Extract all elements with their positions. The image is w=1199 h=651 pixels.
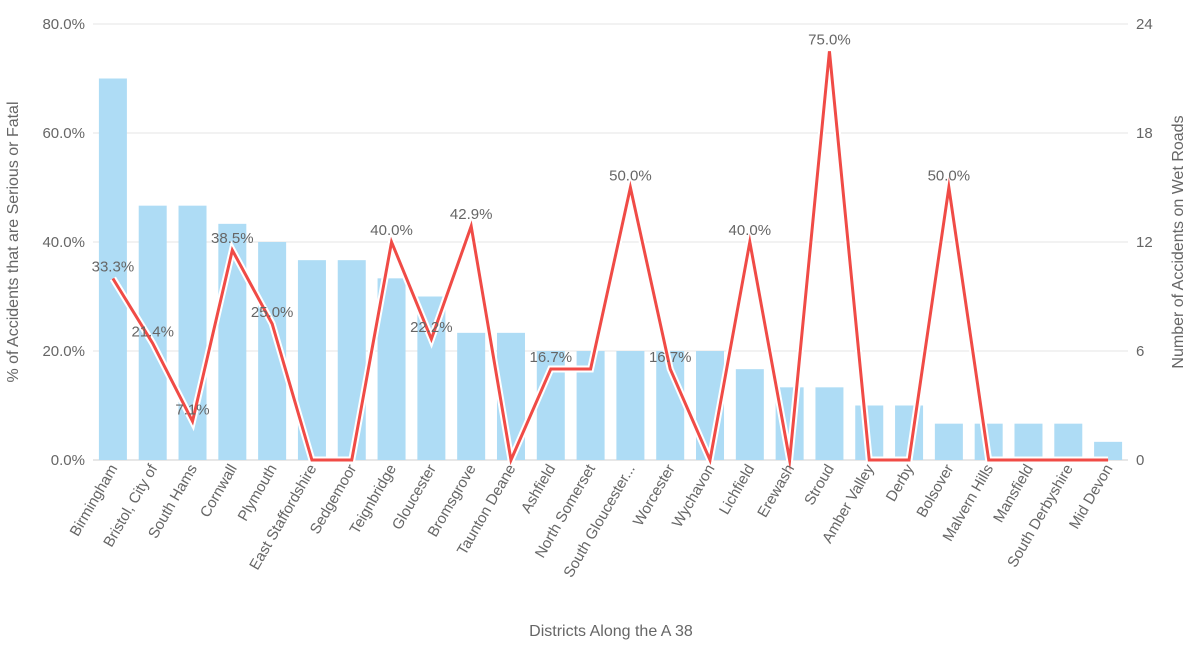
x-tick-label: Erewash — [754, 462, 798, 521]
y2-axis-title: Number of Accidents on Wet Roads — [1170, 115, 1187, 368]
x-axis-title: Districts Along the A 38 — [529, 623, 693, 640]
bar — [616, 351, 645, 460]
y-tick-label: 80.0% — [42, 16, 85, 33]
right-axis-ticks: 0 6 12 18 24 — [1136, 16, 1153, 469]
x-tick-label: South Gloucester... — [560, 462, 639, 581]
y2-tick-label: 24 — [1136, 16, 1153, 33]
data-label: 25.0% — [251, 304, 294, 321]
bar — [98, 78, 127, 460]
data-label: 38.5% — [211, 230, 254, 247]
data-label: 7.1% — [175, 401, 209, 418]
bar — [934, 423, 963, 460]
y-tick-label: 40.0% — [42, 234, 85, 251]
data-label: 16.7% — [530, 349, 573, 366]
bar — [735, 369, 764, 460]
left-axis-ticks: 0.0% 20.0% 40.0% 60.0% 80.0% — [42, 16, 85, 469]
x-tick-label: Bolsover — [913, 461, 957, 520]
y-tick-label: 60.0% — [42, 125, 85, 142]
x-tick-label: Cornwall — [197, 462, 241, 521]
data-label: 42.9% — [450, 206, 493, 223]
data-label: 16.7% — [649, 349, 692, 366]
x-tick-label: Stroud — [801, 462, 838, 509]
data-label: 75.0% — [808, 31, 851, 48]
data-label: 21.4% — [131, 323, 174, 340]
y2-tick-label: 18 — [1136, 125, 1153, 142]
y2-tick-label: 6 — [1136, 343, 1144, 360]
y-tick-label: 0.0% — [51, 452, 85, 469]
x-tick-label: Lichfield — [716, 462, 758, 518]
bar — [1014, 423, 1043, 460]
x-tick-label: Ashfield — [518, 462, 559, 517]
x-tick-label: Plymouth — [235, 462, 281, 525]
y-tick-label: 20.0% — [42, 343, 85, 360]
x-tick-label: Derby — [883, 461, 918, 505]
bar — [1094, 441, 1123, 460]
y-axis-title: % of Accidents that are Serious or Fatal — [5, 101, 22, 382]
bar — [457, 332, 486, 460]
data-label: 40.0% — [370, 222, 413, 239]
data-labels: 33.3% 21.4% 7.1% 38.5% 25.0% 40.0% 22.2% 42.9% 1… — [92, 31, 971, 418]
data-label: 50.0% — [609, 168, 652, 185]
bar — [337, 260, 366, 460]
line-path — [111, 51, 1109, 471]
bar — [815, 387, 844, 460]
bar — [1054, 423, 1083, 460]
data-label: 50.0% — [928, 168, 971, 185]
y2-tick-label: 12 — [1136, 234, 1153, 251]
data-label: 33.3% — [92, 259, 135, 276]
y2-tick-label: 0 — [1136, 452, 1144, 469]
data-label: 40.0% — [729, 222, 772, 239]
data-label: 22.2% — [410, 319, 453, 336]
line-series — [109, 50, 1109, 486]
